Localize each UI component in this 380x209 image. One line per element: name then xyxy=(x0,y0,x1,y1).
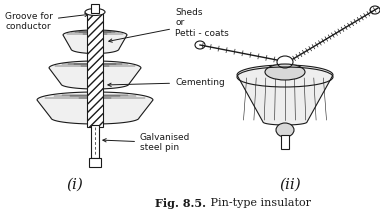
Text: Sheds
or
Petti - coats: Sheds or Petti - coats xyxy=(109,8,229,42)
Text: Pin-type insulator: Pin-type insulator xyxy=(207,198,311,208)
Text: Fig. 8.5.: Fig. 8.5. xyxy=(155,198,206,209)
Bar xyxy=(91,125,99,158)
Bar xyxy=(91,4,99,13)
Bar xyxy=(89,158,101,167)
Text: Groove for
conductor: Groove for conductor xyxy=(5,12,88,31)
Bar xyxy=(87,12,103,127)
Ellipse shape xyxy=(265,64,305,80)
Polygon shape xyxy=(63,30,127,54)
Bar xyxy=(281,135,289,149)
Polygon shape xyxy=(237,65,333,125)
Polygon shape xyxy=(49,61,141,89)
Text: (i): (i) xyxy=(66,178,84,192)
Text: Cementing: Cementing xyxy=(108,78,225,87)
Ellipse shape xyxy=(276,123,294,137)
Polygon shape xyxy=(37,92,153,124)
Text: (ii): (ii) xyxy=(279,178,301,192)
Text: Galvanised
steel pin: Galvanised steel pin xyxy=(103,133,190,152)
Ellipse shape xyxy=(85,9,105,15)
